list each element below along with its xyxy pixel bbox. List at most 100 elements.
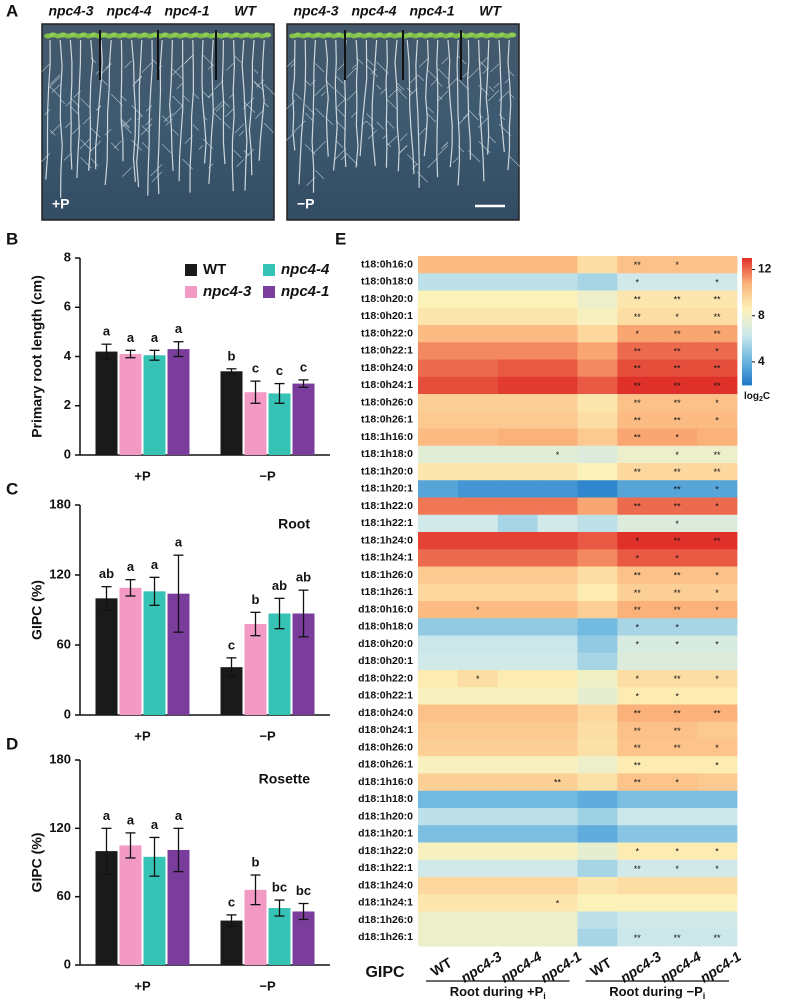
heatmap-cell (577, 566, 618, 585)
heatmap-cell (697, 359, 738, 378)
row-label: d18:0h24:1 (358, 724, 413, 736)
column-label: npc4-3 (617, 948, 664, 986)
heatmap-cell (617, 583, 658, 602)
heatmap-cell (617, 773, 658, 792)
colorbar-segment (742, 378, 752, 382)
lateral-root (65, 101, 71, 107)
colorbar-segment (742, 357, 752, 360)
bar (220, 371, 243, 455)
heatmap-cell (418, 618, 459, 636)
colorbar-segment (742, 365, 752, 369)
heatmap-cell (697, 428, 738, 447)
heatmap-cell (418, 790, 459, 809)
significance-mark: * (715, 674, 719, 684)
bar (119, 354, 142, 455)
heatmap-cell (617, 273, 658, 291)
significance-mark: ** (714, 467, 722, 477)
heatmap-cell (657, 756, 698, 774)
heatmap-cell (617, 687, 658, 705)
heatmap-cell (418, 342, 459, 360)
panel-a (41, 23, 520, 221)
bar (244, 392, 267, 455)
row-label: d18:1h26:0 (358, 914, 413, 926)
heatmap-cell (537, 463, 578, 481)
genotype-label: npc4-3 (293, 3, 338, 19)
heatmap-cell (537, 911, 578, 930)
cotyledon (508, 32, 517, 38)
significance-mark: ** (634, 467, 642, 477)
bar (292, 911, 315, 965)
heatmap-cell (697, 532, 738, 550)
colorbar-segment (742, 315, 752, 318)
genotype-label: npc4-3 (48, 3, 93, 19)
colorbar-segment (742, 281, 752, 284)
colorbar-segment (742, 287, 752, 291)
heatmap-cell (418, 721, 459, 740)
heatmap-cell (537, 273, 578, 291)
lateral-root (412, 163, 418, 170)
lateral-root (286, 58, 296, 68)
heatmap-cell (537, 618, 578, 636)
heatmap-cell (537, 773, 578, 792)
x-tick-label: +P (134, 978, 151, 993)
legend-label: npc4-1 (281, 283, 329, 300)
significance-letter: a (127, 330, 135, 345)
heatmap-cell (657, 670, 698, 688)
root (88, 39, 94, 171)
heatmap-cell (418, 394, 459, 412)
heatmap-cell (697, 704, 738, 723)
heatmap-cell (577, 859, 618, 878)
root (423, 39, 429, 157)
heatmap-cell (497, 376, 539, 395)
heatmap-cell (657, 859, 698, 878)
heatmap-cell (657, 307, 698, 326)
heatmap-cell (418, 411, 459, 429)
legend-label: npc4-4 (281, 261, 330, 278)
colorbar-segment (742, 268, 752, 272)
lateral-root (80, 157, 92, 169)
heatmap-cell (457, 497, 499, 516)
root (59, 39, 63, 198)
lateral-root (418, 126, 428, 136)
heatmap-cell (577, 652, 618, 671)
colorbar-segment (742, 359, 752, 363)
significance-mark: * (675, 260, 679, 270)
lateral-root (457, 79, 469, 91)
heatmap-cell (497, 601, 539, 619)
heatmap-cell (497, 532, 539, 550)
bar (167, 593, 190, 715)
lateral-root (208, 163, 214, 169)
row-label: t18:0h20:1 (361, 310, 413, 322)
heatmap-cell (418, 928, 459, 947)
heatmap-cell (418, 670, 459, 688)
lateral-root (437, 90, 449, 102)
colorbar-segment (742, 344, 752, 348)
heatmap-cell (577, 618, 618, 636)
annotation: Rosette (259, 771, 311, 787)
significance-mark: ** (674, 381, 682, 391)
colorbar-segment (742, 313, 752, 316)
heatmap-cell (457, 428, 499, 447)
significance-mark: ** (674, 726, 682, 736)
lateral-root (233, 54, 242, 63)
colorbar-segment (742, 372, 752, 375)
lateral-root (59, 98, 66, 105)
heatmap-cell (697, 273, 738, 291)
lateral-root (304, 112, 314, 122)
root (311, 39, 316, 193)
row-label: t18:0h24:0 (361, 362, 413, 374)
heatmap-cell (418, 877, 459, 895)
colorbar-segment (742, 272, 752, 276)
significance-letter: c (228, 894, 235, 909)
significance-mark: * (715, 760, 719, 770)
heatmap-cell (418, 273, 459, 291)
lateral-root (215, 104, 224, 112)
lateral-root (236, 159, 245, 168)
lateral-root (334, 148, 347, 161)
lateral-root (366, 65, 379, 78)
lateral-root (121, 118, 130, 128)
heatmap-cell (457, 877, 499, 895)
significance-mark: ** (634, 864, 642, 874)
heatmap-cell (657, 445, 698, 464)
lateral-root (315, 63, 325, 73)
